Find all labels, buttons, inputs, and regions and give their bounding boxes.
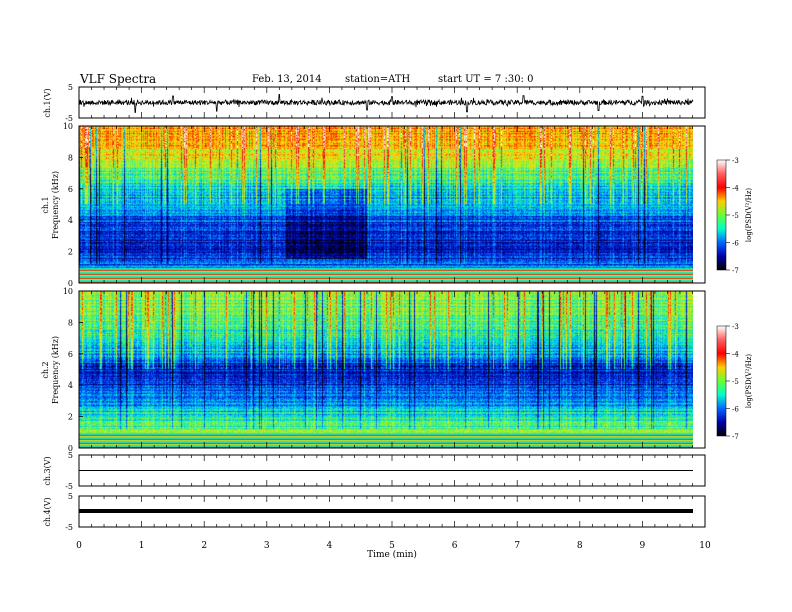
ch3-ytick-bottom: -5 — [65, 482, 73, 491]
ch3-waveform-panel: 5 -5 ch.3(V) — [43, 451, 706, 491]
ch1-colorbar-tick-label: -7 — [732, 267, 739, 275]
time-axis-tick-labels: 0 1 2 3 4 5 6 7 8 9 10 — [76, 541, 711, 551]
ch2-frequency-tick-label: 0 — [68, 444, 73, 453]
ch1-frequency-tick-label: 2 — [68, 248, 73, 257]
ch3-ytick-top: 5 — [68, 451, 73, 460]
ch1-colorbar-tick-label: -5 — [732, 212, 739, 220]
time-tick-label: 9 — [640, 541, 646, 551]
ch4-waveform-panel: 5 -5 ch.4(V) — [43, 492, 706, 532]
ch1-spectrogram-channel-label: ch.1 — [41, 196, 50, 213]
time-tick-label: 4 — [327, 541, 333, 551]
station-label: station=ATH — [345, 74, 411, 85]
ch1-ytick-top: 5 — [68, 83, 73, 92]
ch2-frequency-tick-label: 6 — [68, 350, 73, 359]
ch2-colorbar-tick-label: -5 — [732, 378, 739, 386]
time-tick-label: 0 — [76, 541, 82, 551]
ch4-ytick-top: 5 — [68, 492, 73, 501]
ch1-frequency-tick-label: 8 — [68, 153, 73, 162]
ch2-frequency-tick-label: 2 — [68, 413, 73, 422]
time-tick-label: 6 — [452, 541, 458, 551]
ch2-colorbar-ticks: -3 -4 -5 -6 -7 — [726, 323, 739, 441]
ch2-frequency-tick-label: 10 — [63, 287, 73, 296]
time-tick-label: 5 — [389, 541, 395, 551]
ch1-spectrogram-image — [79, 126, 693, 283]
ch3-ylabel: ch.3(V) — [43, 456, 52, 485]
ch1-frequency-ticks: 0 2 4 6 8 10 — [63, 122, 83, 288]
ch2-spectrogram-panel: 0 2 4 6 8 10 ch.2 Frequency (kHz) — [41, 287, 706, 453]
ch1-colorbar-tick-label: -3 — [732, 157, 739, 165]
ch1-waveform-panel: 5 -5 ch.1(V) — [43, 83, 706, 123]
time-tick-label: 1 — [139, 541, 145, 551]
ch1-ytick-bottom: -5 — [65, 114, 73, 123]
ch1-frequency-tick-label: 4 — [68, 216, 73, 225]
ch1-frequency-tick-label: 0 — [68, 279, 73, 288]
ch1-waveform-line — [78, 94, 694, 113]
ch1-spectrogram-panel: 0 2 4 6 8 10 ch.1 Frequency (kHz) — [41, 122, 706, 288]
ch2-frequency-tick-label: 8 — [68, 318, 73, 327]
ch2-colorbar-label: log(PSD(V²/Hz) — [745, 354, 753, 409]
time-axis-ticks — [78, 87, 706, 527]
ch2-frequency-ticks: 0 2 4 6 8 10 — [63, 287, 83, 453]
time-tick-label: 3 — [264, 541, 270, 551]
ch1-colorbar-ticks: -3 -4 -5 -6 -7 — [726, 157, 739, 275]
ch1-colorbar-scale — [716, 159, 727, 271]
ch1-colorbar-label: log(PSD(V²/Hz) — [745, 188, 753, 243]
ch1-colorbar: -3 -4 -5 -6 -7 log(PSD(V²/Hz) — [716, 157, 753, 275]
start-time-label: start UT = 7 :30: 0 — [438, 74, 534, 85]
ch2-spectrogram-image — [79, 291, 693, 448]
date-label: Feb. 13, 2014 — [252, 74, 322, 85]
ch2-spectrogram-channel-label: ch.2 — [41, 361, 50, 378]
ch4-ylabel: ch.4(V) — [43, 497, 52, 526]
ch1-ylabel: ch.1(V) — [43, 88, 52, 117]
ch2-frequency-axis-label: Frequency (kHz) — [51, 336, 60, 404]
ch1-frequency-tick-label: 10 — [63, 122, 73, 131]
time-tick-label: 7 — [514, 541, 520, 551]
ch1-frequency-tick-label: 6 — [68, 185, 73, 194]
ch2-frequency-tick-label: 4 — [68, 381, 73, 390]
ch2-colorbar-scale — [716, 325, 727, 437]
ch2-spectrogram-raster — [79, 291, 693, 448]
plot-title: VLF Spectra — [80, 72, 157, 86]
time-axis-label: Time (min) — [367, 549, 417, 560]
ch1-colorbar-tick-label: -6 — [732, 240, 739, 248]
ch4-ytick-bottom: -5 — [65, 523, 73, 532]
ch2-colorbar-tick-label: -4 — [732, 351, 739, 359]
time-tick-label: 10 — [699, 541, 711, 551]
ch2-colorbar: -3 -4 -5 -6 -7 log(PSD(V²/Hz) — [716, 323, 753, 441]
ch2-colorbar-tick-label: -6 — [732, 406, 739, 414]
ch1-spectrogram-raster — [79, 126, 693, 283]
ch1-colorbar-tick-label: -4 — [732, 185, 739, 193]
time-tick-label: 8 — [577, 541, 583, 551]
time-tick-label: 2 — [201, 541, 207, 551]
ch2-colorbar-tick-label: -7 — [732, 433, 739, 441]
ch4-waveform-band — [79, 509, 693, 513]
ch1-frequency-axis-label: Frequency (kHz) — [51, 171, 60, 239]
ch2-colorbar-tick-label: -3 — [732, 323, 739, 331]
